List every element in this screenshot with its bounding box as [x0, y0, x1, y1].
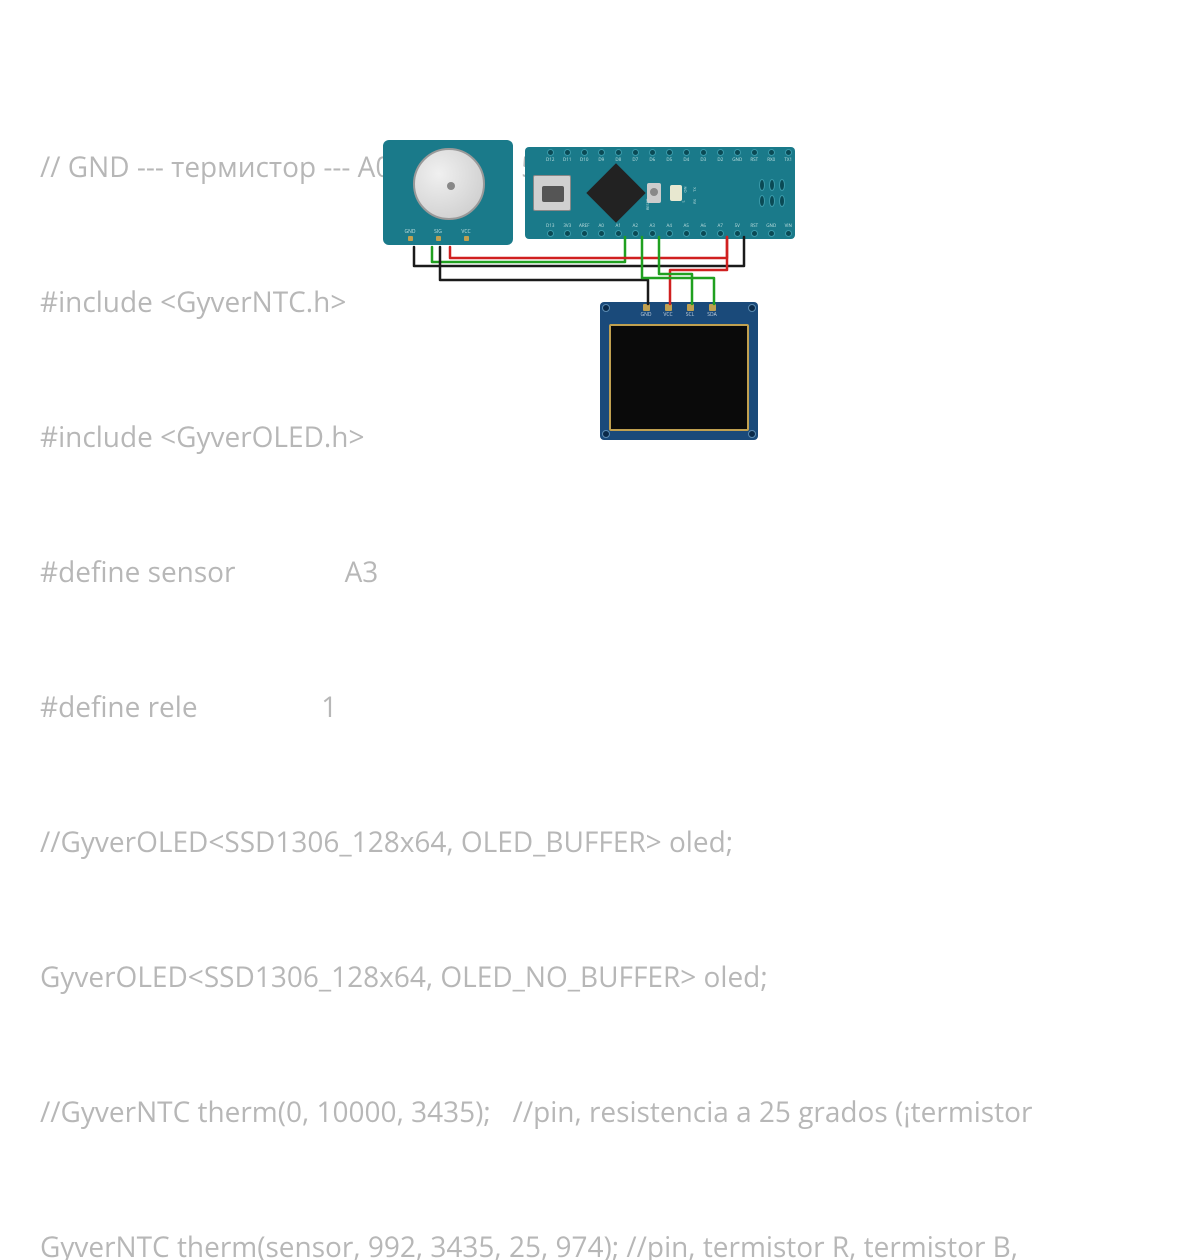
nano-pin: 3V3 [560, 223, 575, 237]
pot-pin-vcc: VCC [459, 229, 473, 241]
nano-pin: D4 [679, 149, 694, 163]
nano-pin: RX0 [764, 149, 779, 163]
potentiometer-knob[interactable] [413, 148, 485, 220]
nano-label-on: ON [684, 186, 689, 192]
nano-pin: D2 [713, 149, 728, 163]
oled-pin-sda: SDA [704, 304, 720, 318]
nano-pin: GND [764, 223, 779, 237]
nano-pin: A7 [713, 223, 728, 237]
mounting-hole-icon [602, 304, 610, 312]
nano-pin: A0 [594, 223, 609, 237]
nano-pin: D7 [628, 149, 643, 163]
oled-pin-gnd: GND [638, 304, 654, 318]
mcu-chip-icon [586, 163, 645, 222]
oled-screen [609, 324, 749, 431]
icsp-header [755, 175, 789, 211]
circuit-diagram[interactable]: GND SIG VCC RESET ON L TX RX D12D11D10D9… [0, 0, 1200, 630]
wire[interactable] [642, 237, 714, 304]
pot-pin-header: GND SIG VCC [403, 229, 473, 241]
nano-pin: A3 [645, 223, 660, 237]
status-led-icon [670, 185, 682, 201]
nano-pin: GND [730, 149, 745, 163]
wire[interactable] [659, 237, 692, 304]
mounting-hole-icon [602, 430, 610, 438]
oled-pin-scl: SCL [682, 304, 698, 318]
nano-top-pins: D12D11D10D9D8D7D6D5D4D3D2GNDRSTRX0TX1 [543, 149, 796, 163]
nano-pin: VIN [781, 223, 796, 237]
nano-pin: A6 [696, 223, 711, 237]
oled-display-module[interactable]: GND VCC SCL SDA [600, 302, 758, 440]
arduino-nano[interactable]: RESET ON L TX RX D12D11D10D9D8D7D6D5D4D3… [525, 147, 795, 239]
nano-pin: D9 [594, 149, 609, 163]
nano-pin: RST [747, 223, 762, 237]
nano-label-tx: TX [693, 187, 698, 192]
nano-pin: A1 [611, 223, 626, 237]
code-line: //GyverNTC therm(0, 10000, 3435); //pin,… [40, 1090, 1032, 1135]
oled-pin-vcc: VCC [660, 304, 676, 318]
nano-pin: 5V [730, 223, 745, 237]
code-line: GyverOLED<SSD1306_128x64, OLED_NO_BUFFER… [40, 955, 1032, 1000]
nano-label-rx: RX [693, 199, 698, 204]
oled-pin-header: GND VCC SCL SDA [638, 304, 720, 318]
nano-pin: TX1 [781, 149, 796, 163]
nano-pin: A5 [679, 223, 694, 237]
nano-label-reset: RESET [646, 199, 651, 210]
mounting-hole-icon [748, 304, 756, 312]
code-line: //GyverOLED<SSD1306_128x64, OLED_BUFFER>… [40, 820, 1032, 865]
wire[interactable] [670, 237, 727, 304]
nano-pin: D3 [696, 149, 711, 163]
nano-pin: D12 [543, 149, 558, 163]
nano-pin: D10 [577, 149, 592, 163]
code-line: #define rele 1 [40, 685, 1032, 730]
nano-pin: AREF [577, 223, 592, 237]
nano-pin: D5 [662, 149, 677, 163]
pot-pin-gnd: GND [403, 229, 417, 241]
nano-pin: RST [747, 149, 762, 163]
wire[interactable] [440, 247, 648, 304]
mounting-hole-icon [748, 430, 756, 438]
nano-bottom-pins: D133V3AREFA0A1A2A3A4A5A6A75VRSTGNDVIN [543, 223, 796, 237]
nano-pin: D11 [560, 149, 575, 163]
nano-pin: D8 [611, 149, 626, 163]
nano-label-l: L [682, 200, 687, 202]
potentiometer-module[interactable]: GND SIG VCC [383, 140, 513, 245]
nano-pin: A4 [662, 223, 677, 237]
nano-pin: D6 [645, 149, 660, 163]
nano-pin: D13 [543, 223, 558, 237]
usb-port-icon [533, 175, 571, 211]
pot-pin-sig: SIG [431, 229, 445, 241]
nano-pin: A2 [628, 223, 643, 237]
code-line: GyverNTC therm(sensor, 992, 3435, 25, 97… [40, 1225, 1032, 1260]
